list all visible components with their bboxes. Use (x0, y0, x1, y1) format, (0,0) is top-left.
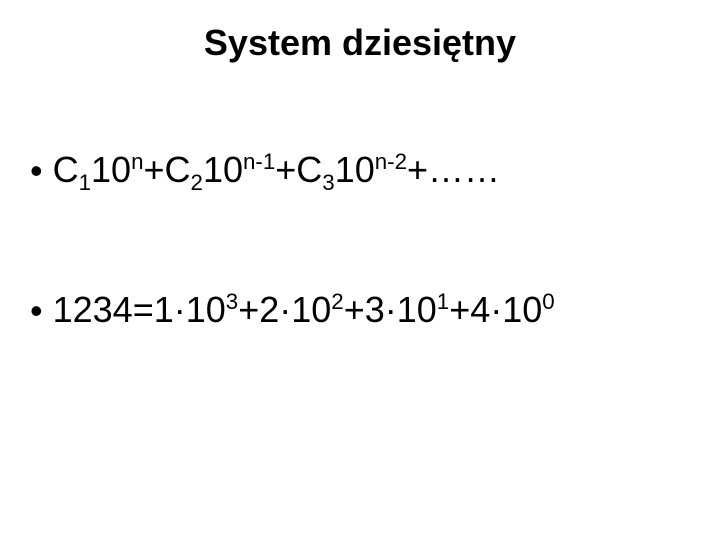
term2-sup: n-1 (243, 149, 275, 174)
term2-sub: 2 (191, 170, 203, 195)
slide: System dziesiętny •C110n+C210n-1+C310n-2… (0, 0, 720, 540)
t3: +3·10 (344, 289, 437, 330)
term3-sub: 3 (322, 170, 334, 195)
term1-sup: n (131, 149, 143, 174)
term1-sub: 1 (79, 170, 91, 195)
term2-base: 10 (203, 149, 243, 190)
t2: +2·10 (238, 289, 331, 330)
exp2: 2 (331, 289, 343, 314)
plus-c3: +C (275, 149, 322, 190)
term3-base: 10 (335, 149, 375, 190)
slide-title: System dziesiętny (0, 22, 720, 64)
tail-dots: +…… (407, 149, 500, 190)
t4: +4·10 (449, 289, 542, 330)
exp3: 1 (437, 289, 449, 314)
plus-c2: +C (144, 149, 191, 190)
bullet-dot-icon: • (30, 151, 43, 191)
bullet-line-2: •1234=1·103+2·102+3·101+4·100 (30, 290, 555, 332)
lead: 1234=1·10 (53, 289, 226, 330)
term3-sup: n-2 (375, 149, 407, 174)
exp1: 3 (226, 289, 238, 314)
term1-base: 10 (91, 149, 131, 190)
bullet-dot-icon: • (30, 291, 43, 331)
exp4: 0 (542, 289, 554, 314)
bullet-line-1: •C110n+C210n-1+C310n-2+…… (30, 150, 500, 192)
term1-c: C (53, 149, 79, 190)
